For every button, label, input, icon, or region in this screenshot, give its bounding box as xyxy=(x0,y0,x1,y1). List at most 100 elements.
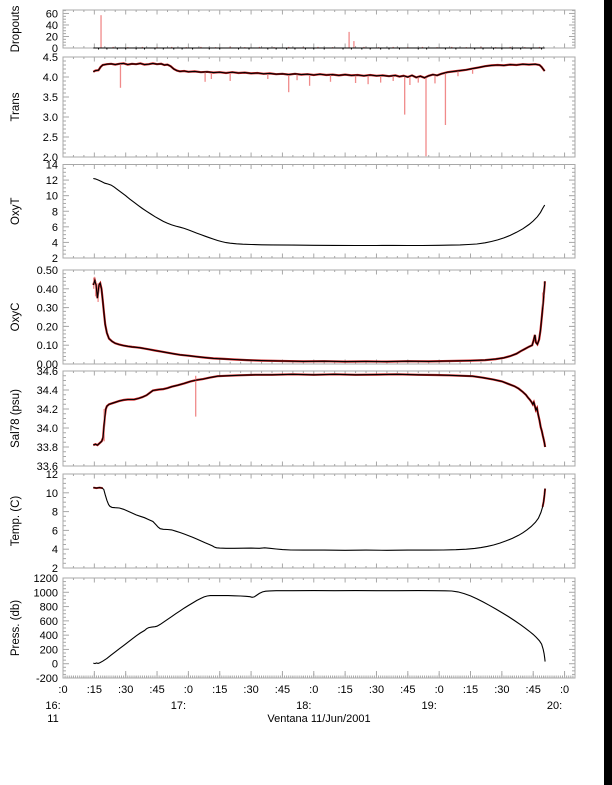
x-tick-label: :45 xyxy=(400,684,415,696)
y-tick-label: 12 xyxy=(46,175,58,187)
y-axis-ticks-oxyc xyxy=(62,269,576,365)
y-tick-label: 10 xyxy=(46,488,58,500)
y-tick-label: 0 xyxy=(52,43,58,55)
y-axis-title-oxyt: OxyT xyxy=(10,198,22,225)
y-tick-label: 34.0 xyxy=(37,423,58,435)
plot-box-sal78 xyxy=(62,370,576,467)
y-tick-label: 3.5 xyxy=(43,92,58,104)
panel-sal78: 33.6 33.8 34.0 34.2 34.4 34.6 Sal78 (psu) xyxy=(10,366,576,473)
y-axis-labels-oxyc: 0.00 0.10 0.20 0.30 0.40 0.50 xyxy=(37,265,58,371)
y-axis-labels-trans: 2.0 2.5 3.0 3.5 4.0 4.5 xyxy=(43,52,58,164)
plot-box-dropouts xyxy=(62,9,576,49)
y-tick-label: 4 xyxy=(52,237,58,249)
filtered-series-press xyxy=(93,590,546,665)
y-axis-ticks-temp xyxy=(62,473,576,569)
panel-oxyt: 2 4 6 8 10 12 14 OxyT xyxy=(10,160,576,266)
filtered-series-trans xyxy=(93,62,546,79)
y-tick-label: 34.2 xyxy=(37,404,58,416)
y-tick-label: 60 xyxy=(46,8,58,20)
y-tick-label: 600 xyxy=(40,616,58,628)
x-tick-label: :15 xyxy=(463,684,478,696)
y-axis-ticks-sal78 xyxy=(62,370,576,467)
filtered-series-oxyc xyxy=(92,278,546,363)
y-tick-label: 1000 xyxy=(34,587,58,599)
plot-box-trans xyxy=(62,56,576,158)
y-tick-label: 0.40 xyxy=(37,284,58,296)
y-tick-label: 40 xyxy=(46,20,58,32)
y-axis-title-press: Press. (db) xyxy=(10,600,22,656)
x-tick-label: :15 xyxy=(87,684,102,696)
y-tick-label: 400 xyxy=(40,630,58,642)
raw-series-sal78 xyxy=(92,373,547,448)
panel-trans: 2.0 2.5 3.0 3.5 4.0 4.5 Trans xyxy=(10,52,576,164)
y-tick-label: 0.50 xyxy=(37,265,58,277)
y-axis-ticks-oxyt xyxy=(62,164,576,259)
y-tick-label: 2 xyxy=(52,253,58,265)
y-tick-label: 1200 xyxy=(34,573,58,585)
x-tick-label: :30 xyxy=(243,684,258,696)
filtered-series-oxyt xyxy=(93,177,546,247)
x-hour-label: 19: xyxy=(422,700,437,712)
y-tick-label: 0.00 xyxy=(37,359,58,371)
x-axis-labels: :0:15:30:45:0:15:30:45:0:15:30:45:0:15:3… xyxy=(45,684,569,725)
x-tick-label: :45 xyxy=(526,684,541,696)
y-tick-label: 4.5 xyxy=(43,52,58,64)
y-tick-label: 0.20 xyxy=(37,321,58,333)
x-tick-label: :0 xyxy=(309,684,318,696)
y-tick-label: -200 xyxy=(36,673,58,685)
y-tick-label: 14 xyxy=(46,160,58,172)
x-tick-label: :30 xyxy=(369,684,384,696)
x-tick-label: :30 xyxy=(494,684,509,696)
plot-box-oxyt xyxy=(62,164,576,259)
y-tick-label: 2.0 xyxy=(43,152,58,164)
x-hour-label: 16: xyxy=(45,700,60,712)
y-axis-title-oxyc: OxyC xyxy=(10,303,22,332)
y-tick-label: 0.30 xyxy=(37,303,58,315)
y-tick-label: 0.10 xyxy=(37,340,58,352)
y-axis-title-sal78: Sal78 (psu) xyxy=(10,389,22,448)
y-tick-label: 2 xyxy=(52,563,58,575)
y-tick-label: 33.6 xyxy=(37,461,58,473)
panel-press: -200 0 200 400 600 800 1000 1200 Press. (db) xyxy=(10,573,576,685)
y-tick-label: 4 xyxy=(52,544,58,556)
chart-caption: Ventana 11/Jun/2001 xyxy=(267,713,370,725)
y-tick-label: 10 xyxy=(46,191,58,203)
y-axis-labels-oxyt: 2 4 6 8 10 12 14 xyxy=(46,160,58,266)
y-tick-label: 0 xyxy=(52,659,58,671)
x-tick-label: :0 xyxy=(435,684,444,696)
x-day-label: 11 xyxy=(47,713,58,725)
y-axis-labels-press: -200 0 200 400 600 800 1000 1200 xyxy=(34,573,58,685)
y-axis-ticks-press xyxy=(62,577,576,679)
y-axis-ticks-dropouts xyxy=(62,10,576,49)
right-black-band xyxy=(604,0,612,785)
y-tick-label: 4.0 xyxy=(43,72,58,84)
filtered-series-sal78 xyxy=(93,373,546,448)
y-tick-label: 6 xyxy=(52,525,58,537)
y-axis-title-temp: Temp. (C) xyxy=(10,496,22,547)
y-axis-labels-temp: 2 4 6 8 10 12 xyxy=(46,469,58,575)
y-tick-label: 3.0 xyxy=(43,112,58,124)
raw-series-trans xyxy=(92,62,546,79)
plot-box-press xyxy=(62,577,576,679)
y-tick-label: 33.8 xyxy=(37,442,58,454)
plot-box-oxyc xyxy=(62,269,576,365)
y-tick-label: 12 xyxy=(46,469,58,481)
x-tick-label: :15 xyxy=(337,684,352,696)
y-axis-ticks-trans xyxy=(62,56,576,158)
x-tick-label: :0 xyxy=(184,684,193,696)
y-tick-label: 2.5 xyxy=(43,132,58,144)
y-tick-label: 34.4 xyxy=(37,385,58,397)
y-tick-label: 800 xyxy=(40,602,58,614)
filtered-series-temp xyxy=(93,487,546,551)
x-tick-label: :0 xyxy=(560,684,569,696)
x-tick-label: :30 xyxy=(118,684,133,696)
x-tick-label: :0 xyxy=(58,684,67,696)
raw-series-oxyc xyxy=(92,276,546,363)
x-hour-label: 20: xyxy=(547,700,562,712)
plot-box-temp xyxy=(62,473,576,569)
x-hour-label: 17: xyxy=(171,700,186,712)
y-tick-label: 6 xyxy=(52,222,58,234)
